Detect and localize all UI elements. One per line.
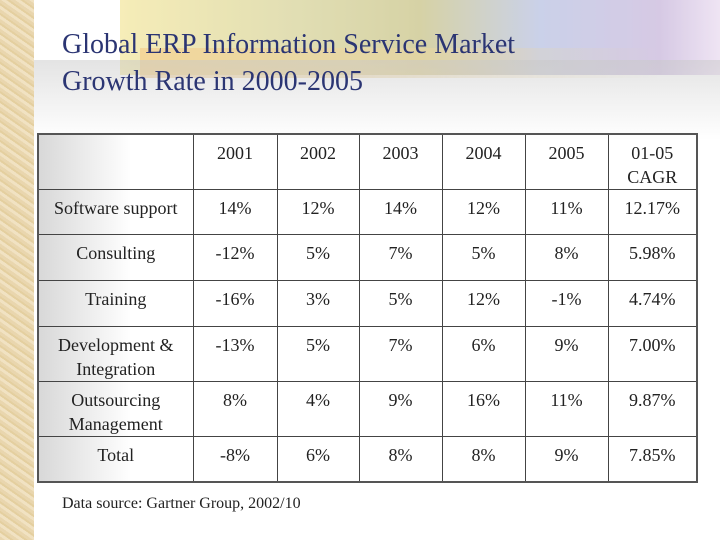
value-cell: 9% bbox=[358, 381, 443, 437]
data-source-note: Data source: Gartner Group, 2002/10 bbox=[62, 495, 301, 512]
slide-title: Global ERP Information Service Market Gr… bbox=[62, 26, 515, 100]
value-cell: 5% bbox=[441, 234, 526, 281]
title-shadow bbox=[34, 60, 720, 140]
value-cell: 12% bbox=[276, 189, 360, 235]
table-row: Software support 14% 12% 14% 12% 11% 12.17% bbox=[37, 189, 698, 235]
row-label: Outsourcing Management bbox=[37, 381, 194, 437]
header-row: 2001 2002 2003 2004 2005 01-05 CAGR bbox=[37, 133, 698, 190]
paper-texture-strip bbox=[0, 0, 34, 540]
header-cell: 2004 bbox=[441, 133, 526, 190]
value-cell: -16% bbox=[192, 280, 278, 327]
value-cell: 4.74% bbox=[607, 280, 698, 327]
value-cell: -13% bbox=[192, 326, 278, 382]
value-cell: 5% bbox=[276, 326, 360, 382]
value-cell: -1% bbox=[524, 280, 609, 327]
header-cell: 2001 bbox=[192, 133, 278, 190]
value-cell: 9.87% bbox=[607, 381, 698, 437]
value-cell: 11% bbox=[524, 189, 609, 235]
table-row: Development & Integration -13% 5% 7% 6% 9% 7.0… bbox=[37, 326, 698, 382]
value-cell: 12.17% bbox=[607, 189, 698, 235]
value-cell: 9% bbox=[524, 436, 609, 482]
row-label: Total bbox=[37, 436, 194, 482]
value-cell: 7% bbox=[358, 234, 443, 281]
value-cell: 7.85% bbox=[607, 436, 698, 482]
value-cell: 12% bbox=[441, 280, 526, 327]
header-cell-empty bbox=[37, 133, 194, 190]
growth-rate-table: 2001 2002 2003 2004 2005 01-05 CAGR Soft… bbox=[37, 133, 698, 483]
value-cell: 11% bbox=[524, 381, 609, 437]
value-cell: 4% bbox=[276, 381, 360, 437]
title-line-1: Global ERP Information Service Market bbox=[62, 29, 516, 60]
value-cell: 3% bbox=[276, 280, 360, 327]
header-cell: 2002 bbox=[276, 133, 360, 190]
value-cell: 16% bbox=[441, 381, 526, 437]
header-cell: 2003 bbox=[358, 133, 443, 190]
value-cell: 7.00% bbox=[607, 326, 698, 382]
value-cell: 14% bbox=[358, 189, 443, 235]
value-cell: 9% bbox=[524, 326, 609, 382]
header-cell: 2005 bbox=[524, 133, 609, 190]
table-row: Training -16% 3% 5% 12% -1% 4.74% bbox=[37, 280, 698, 327]
value-cell: 12% bbox=[441, 189, 526, 235]
title-line-2: Growth Rate in 2000-2005 bbox=[62, 66, 363, 97]
row-label: Training bbox=[37, 280, 194, 327]
value-cell: -12% bbox=[192, 234, 278, 281]
value-cell: 8% bbox=[358, 436, 443, 482]
value-cell: 5% bbox=[276, 234, 360, 281]
table-row: Consulting -12% 5% 7% 5% 8% 5.98% bbox=[37, 234, 698, 281]
row-label: Consulting bbox=[37, 234, 194, 281]
value-cell: 5% bbox=[358, 280, 443, 327]
value-cell: 6% bbox=[276, 436, 360, 482]
value-cell: 5.98% bbox=[607, 234, 698, 281]
value-cell: 7% bbox=[358, 326, 443, 382]
value-cell: -8% bbox=[192, 436, 278, 482]
table-row: Outsourcing Management 8% 4% 9% 16% 11% 9.87% bbox=[37, 381, 698, 437]
value-cell: 6% bbox=[441, 326, 526, 382]
value-cell: 8% bbox=[524, 234, 609, 281]
value-cell: 8% bbox=[192, 381, 278, 437]
value-cell: 8% bbox=[441, 436, 526, 482]
row-label: Development & Integration bbox=[37, 326, 194, 382]
table-row: Total -8% 6% 8% 8% 9% 7.85% bbox=[37, 436, 698, 482]
header-cell: 01-05 CAGR bbox=[607, 133, 698, 190]
value-cell: 14% bbox=[192, 189, 278, 235]
row-label: Software support bbox=[37, 189, 194, 235]
